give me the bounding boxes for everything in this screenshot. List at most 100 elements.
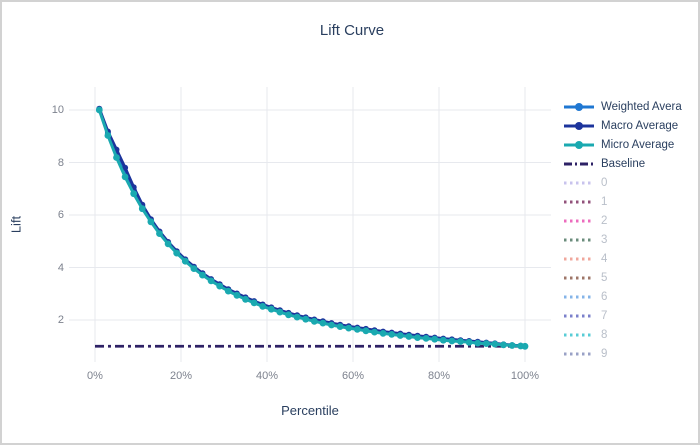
micro-average-marker[interactable] [147,218,155,226]
micro-average-marker[interactable] [224,287,232,295]
legend-item-weighted-avera[interactable]: Weighted Avera [563,97,698,116]
micro-average-marker[interactable] [431,335,439,343]
micro-average-marker[interactable] [482,340,490,347]
y-tick-label: 2 [57,314,64,326]
x-tick-label: 100% [510,370,540,382]
micro-average-marker[interactable] [130,190,138,198]
micro-average-marker[interactable] [276,308,284,316]
micro-average-marker[interactable] [190,265,198,272]
micro-average-marker[interactable] [216,282,224,290]
micro-average-marker[interactable] [345,324,353,332]
legend: Weighted Avera Macro Average Micro Average… [563,97,698,363]
legend-item-8[interactable]: 8 [563,325,698,344]
micro-average-marker[interactable] [173,249,181,257]
micro-average-marker[interactable] [521,342,529,350]
legend-label: 1 [601,195,608,208]
micro-average-marker[interactable] [328,321,335,329]
legend-item-5[interactable]: 5 [563,268,698,287]
micro-average-marker[interactable] [233,291,241,299]
micro-average-marker[interactable] [319,319,327,327]
legend-item-macro-average[interactable]: Macro Average [563,116,698,135]
legend-swatch-icon [564,257,594,260]
micro-average-marker[interactable] [465,338,473,346]
y-tick-label: 4 [57,261,64,274]
legend-label: 2 [601,214,608,227]
x-tick-label: 0% [87,370,103,382]
weighted-avera-line[interactable] [97,107,527,348]
legend-item-6[interactable]: 6 [563,287,698,306]
macro-average-marker[interactable] [122,164,129,171]
micro-average-marker[interactable] [207,277,215,285]
legend-item-1[interactable]: 1 [563,192,698,211]
micro-average-marker[interactable] [491,340,499,348]
micro-average-marker[interactable] [302,315,310,323]
legend-label: 8 [601,328,608,341]
legend-item-2[interactable]: 2 [563,211,698,230]
legend-swatch-icon [564,333,594,336]
x-tick-label: 80% [427,370,451,382]
micro-average-marker[interactable] [285,311,292,319]
micro-average-marker[interactable] [293,313,301,321]
legend-label: 9 [601,347,608,360]
micro-average-marker[interactable] [199,271,206,279]
micro-average-marker[interactable] [396,332,404,339]
micro-average-marker[interactable] [336,323,344,330]
y-tick-label: 8 [57,156,64,169]
micro-average-line[interactable] [97,108,527,348]
legend-swatch-icon [564,314,594,317]
micro-average-marker[interactable] [371,328,378,336]
legend-swatch-icon [564,200,594,203]
legend-swatch-icon [564,276,594,279]
micro-average-marker[interactable] [121,173,129,181]
micro-average-marker[interactable] [267,305,275,313]
micro-average-marker[interactable] [379,330,387,337]
micro-average-marker[interactable] [181,257,189,265]
legend-item-7[interactable]: 7 [563,306,698,325]
legend-swatch-icon [564,352,594,355]
micro-average-marker[interactable] [405,333,413,340]
legend-swatch-icon [564,295,594,298]
legend-item-4[interactable]: 4 [563,249,698,268]
micro-average-marker[interactable] [414,334,421,341]
micro-average-marker[interactable] [508,342,516,349]
micro-average-marker[interactable] [259,303,267,310]
macro-average-line[interactable] [97,107,527,348]
micro-average-marker[interactable] [250,299,258,307]
micro-average-marker[interactable] [353,326,361,333]
micro-average-marker[interactable] [156,230,163,238]
micro-average-marker[interactable] [474,339,482,347]
micro-average-marker[interactable] [448,337,456,345]
legend-swatch-icon [564,140,594,149]
micro-average-marker[interactable] [310,317,318,325]
micro-average-marker[interactable] [104,132,112,139]
chart-title: Lift Curve [319,22,385,39]
micro-average-marker[interactable] [113,154,120,161]
legend-label: Micro Average [601,138,675,151]
micro-average-marker[interactable] [500,341,507,349]
legend-label: 6 [601,290,608,303]
micro-average-marker[interactable] [242,295,249,303]
micro-average-marker[interactable] [362,327,370,335]
legend-item-0[interactable]: 0 [563,173,698,192]
micro-average-marker[interactable] [422,335,430,342]
legend-label: 3 [601,233,608,246]
micro-average-marker[interactable] [138,205,146,213]
y-tick-label: 6 [57,209,64,221]
micro-average-marker[interactable] [164,240,172,248]
legend-label: 7 [601,309,608,322]
legend-item-micro-average[interactable]: Micro Average [563,135,698,154]
micro-average-marker[interactable] [388,331,396,338]
legend-label: 5 [601,271,608,284]
micro-average-marker[interactable] [439,336,447,344]
legend-item-3[interactable]: 3 [563,230,698,249]
x-tick-label: 40% [255,370,279,382]
micro-average-marker[interactable] [457,338,464,345]
legend-item-baseline[interactable]: Baseline [563,154,698,173]
micro-average-marker[interactable] [95,106,103,114]
legend-label: Macro Average [601,119,679,132]
legend-item-9[interactable]: 9 [563,344,698,363]
legend-swatch-icon [564,102,594,111]
legend-swatch-icon [564,162,594,165]
